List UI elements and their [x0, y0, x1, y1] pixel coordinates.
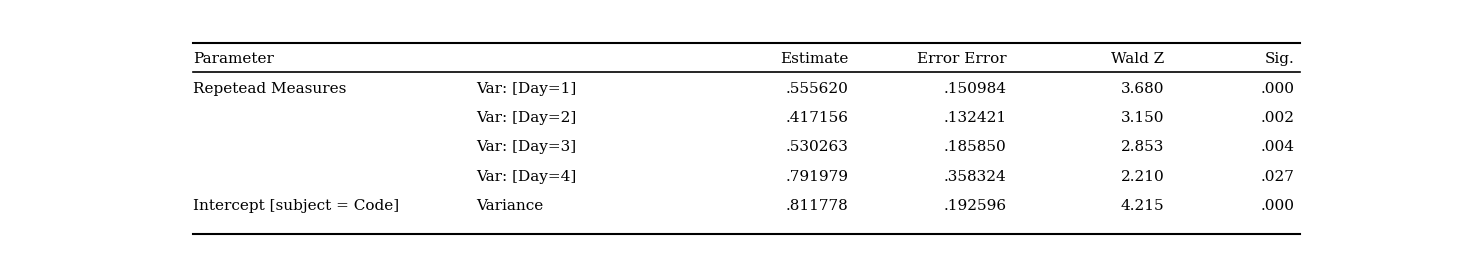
Text: Parameter: Parameter	[194, 52, 274, 66]
Text: Var: [Day=1]: Var: [Day=1]	[475, 82, 576, 95]
Text: .027: .027	[1260, 169, 1294, 184]
Text: Variance: Variance	[475, 199, 543, 213]
Text: .555620: .555620	[785, 82, 848, 95]
Text: Error Error: Error Error	[916, 52, 1007, 66]
Text: .192596: .192596	[943, 199, 1007, 213]
Text: 2.210: 2.210	[1120, 169, 1164, 184]
Text: Estimate: Estimate	[779, 52, 848, 66]
Text: .417156: .417156	[785, 111, 848, 125]
Text: Sig.: Sig.	[1265, 52, 1294, 66]
Text: Var: [Day=4]: Var: [Day=4]	[475, 169, 576, 184]
Text: 3.680: 3.680	[1120, 82, 1164, 95]
Text: .004: .004	[1260, 140, 1294, 154]
Text: .000: .000	[1260, 82, 1294, 95]
Text: Intercept [subject = Code]: Intercept [subject = Code]	[194, 199, 399, 213]
Text: .530263: .530263	[785, 140, 848, 154]
Text: .000: .000	[1260, 199, 1294, 213]
Text: Var: [Day=2]: Var: [Day=2]	[475, 111, 576, 125]
Text: .132421: .132421	[943, 111, 1007, 125]
Text: 2.853: 2.853	[1120, 140, 1164, 154]
Text: Repetead Measures: Repetead Measures	[194, 82, 347, 95]
Text: Wald Z: Wald Z	[1112, 52, 1164, 66]
Text: .811778: .811778	[785, 199, 848, 213]
Text: Var: [Day=3]: Var: [Day=3]	[475, 140, 576, 154]
Text: .002: .002	[1260, 111, 1294, 125]
Text: 3.150: 3.150	[1120, 111, 1164, 125]
Text: .791979: .791979	[785, 169, 848, 184]
Text: .185850: .185850	[944, 140, 1007, 154]
Text: 4.215: 4.215	[1120, 199, 1164, 213]
Text: .150984: .150984	[944, 82, 1007, 95]
Text: .358324: .358324	[944, 169, 1007, 184]
